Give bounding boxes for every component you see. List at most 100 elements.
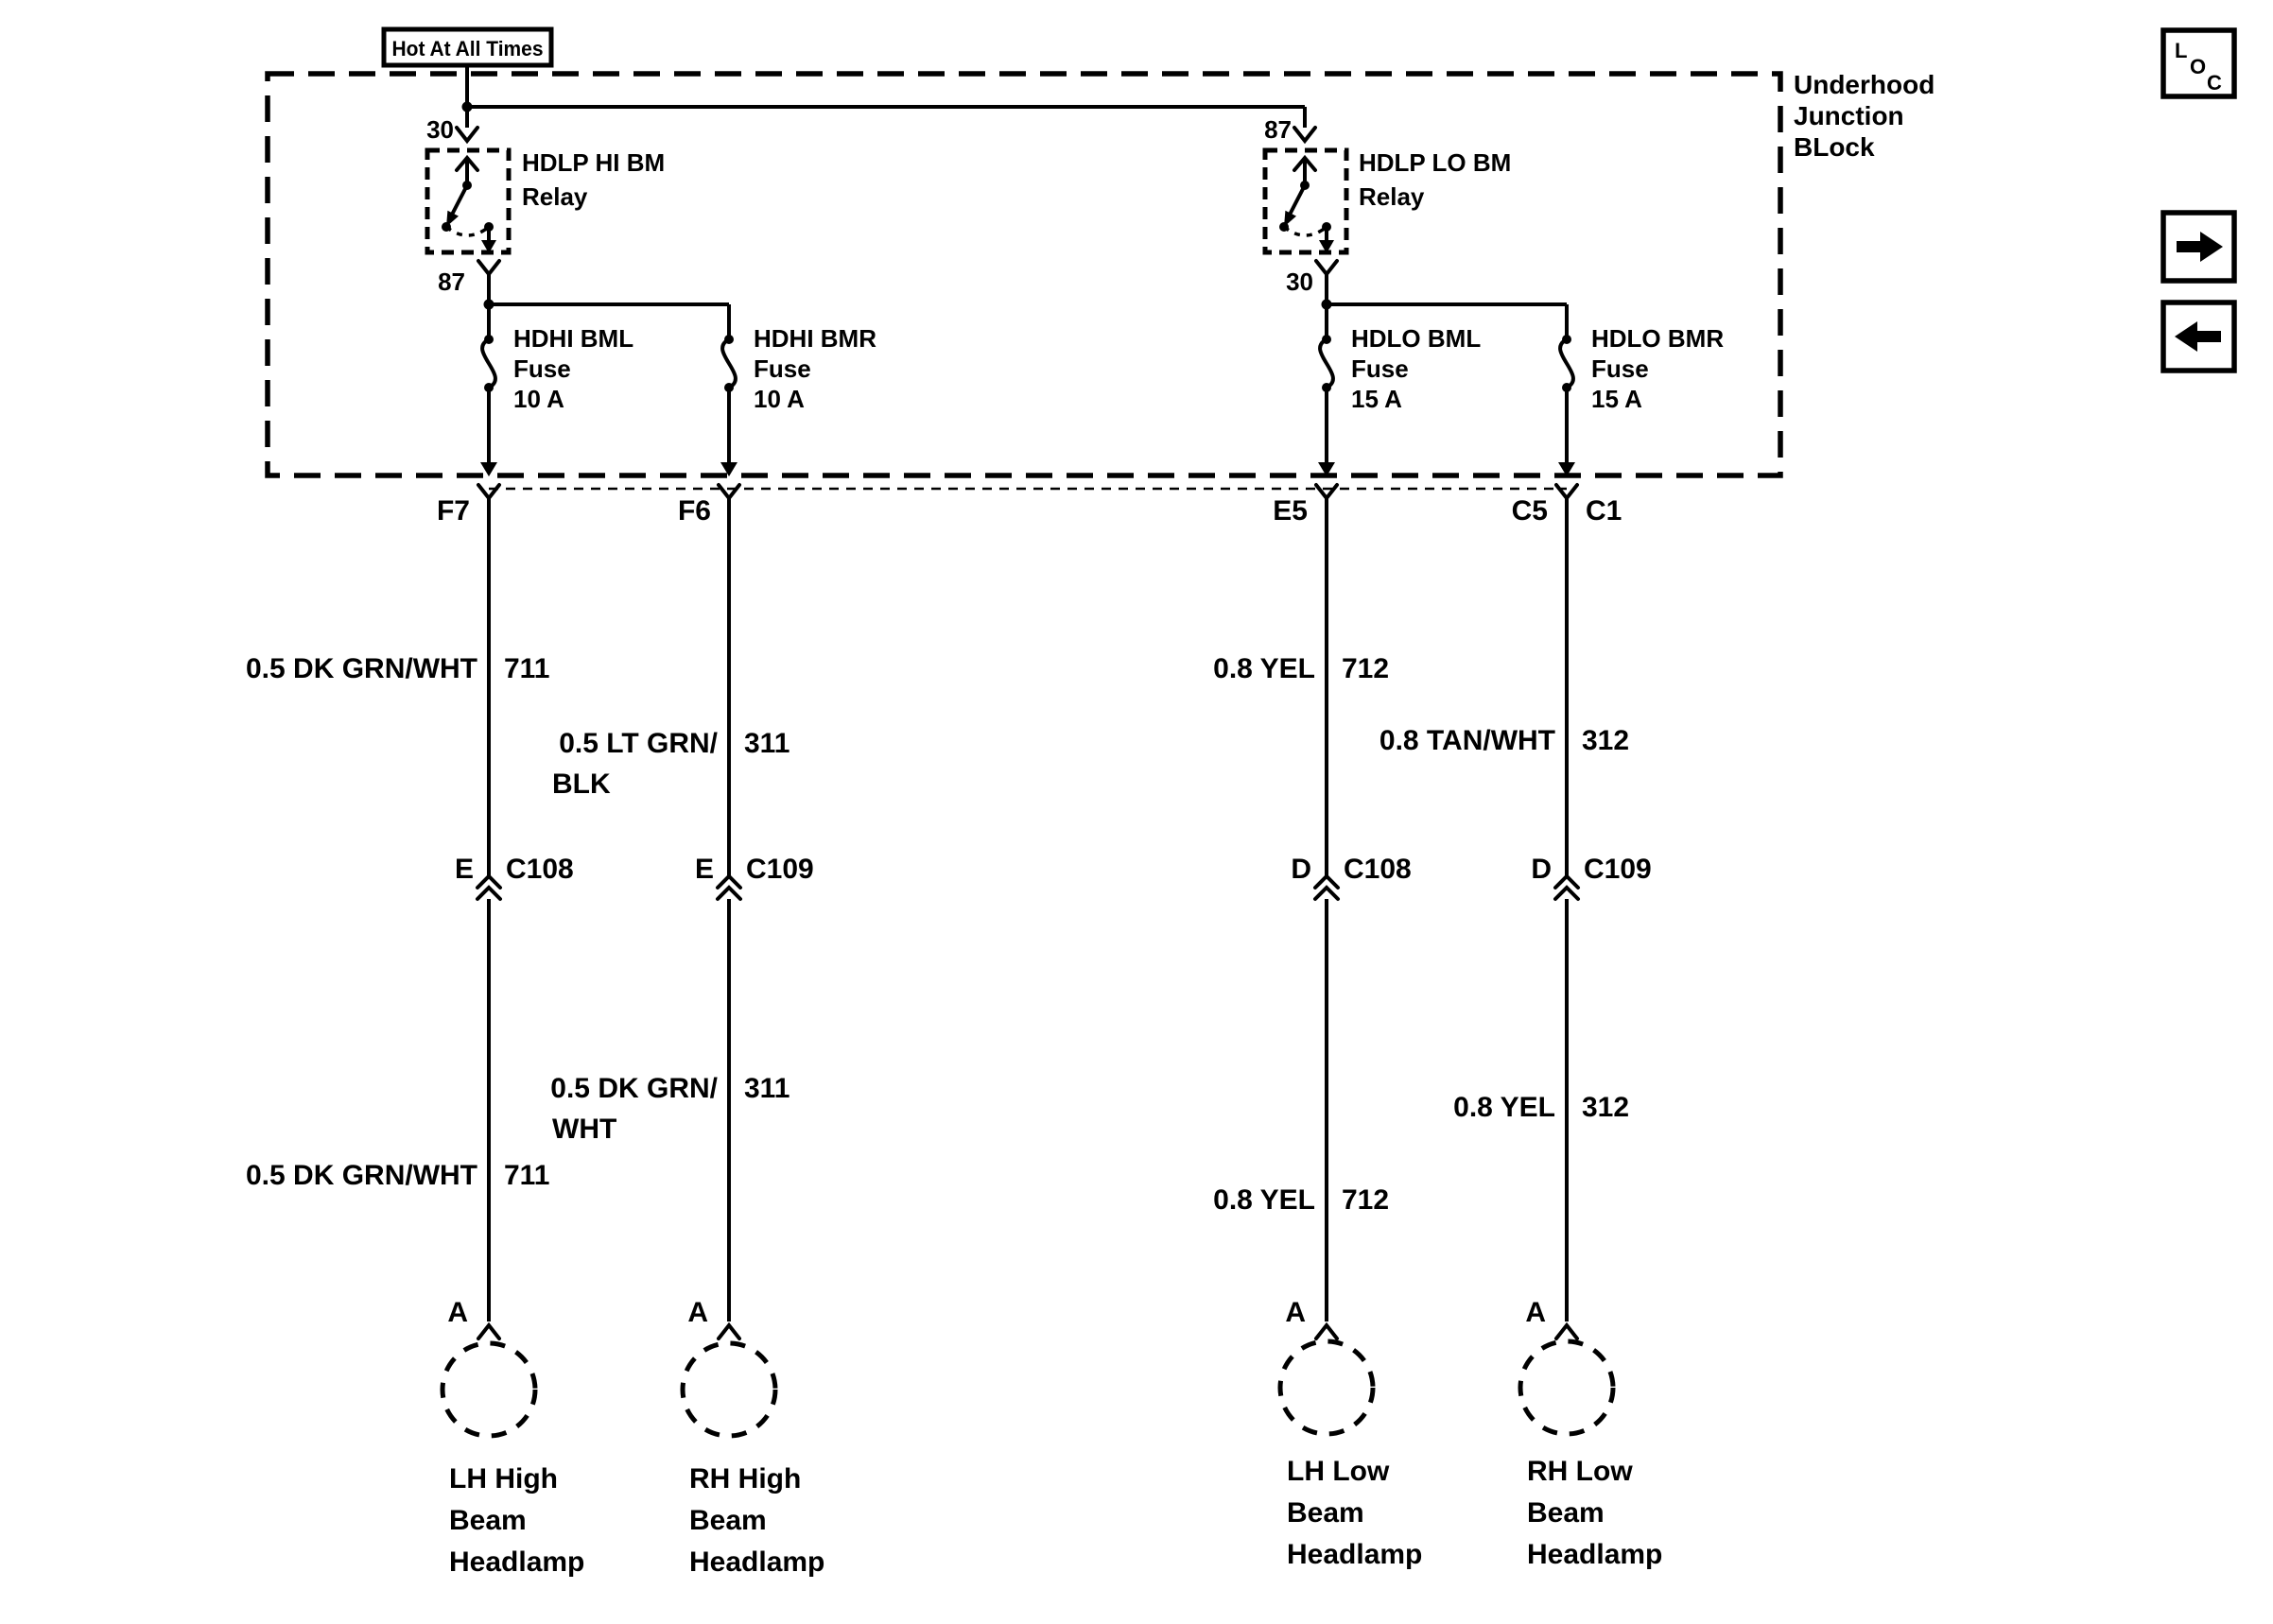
- block-exit-arrow: [1558, 462, 1575, 476]
- lamp-rh-high-beam: A RH High Beam Headlamp: [680, 1297, 824, 1578]
- fuse1-rating: 10 A: [513, 385, 564, 413]
- lamp-rh-low-beam: A RH Low Beam Headlamp: [1518, 1297, 1662, 1570]
- loc-letter-o: O: [2190, 55, 2206, 78]
- lamp-connector-chevron: [1554, 1322, 1579, 1340]
- fuse-hdhi-bml: HDHI BML Fuse 10 A: [480, 324, 633, 476]
- nav-forward-button[interactable]: [2160, 210, 2237, 284]
- block-pin-c1: C1: [1586, 495, 1622, 527]
- block-pin-c5: C5: [1512, 495, 1548, 527]
- fuse-hdlo-bml: HDLO BML Fuse 15 A: [1318, 324, 1481, 476]
- lamp-symbol: [1518, 1339, 1616, 1437]
- lamp-name-1: LH Low: [1287, 1456, 1390, 1487]
- lamp-pin: A: [687, 1297, 708, 1328]
- loc-button[interactable]: L O C: [2160, 27, 2237, 99]
- wire-circuit: 311: [744, 728, 789, 759]
- fuse2-name: HDHI BMR: [754, 324, 876, 353]
- relay2-up-arrow-head: [1293, 154, 1317, 172]
- connector-e-c108: E C108: [455, 854, 574, 901]
- junction-dot: [1321, 299, 1332, 310]
- loc-letter-c: C: [2207, 71, 2222, 95]
- fuse4-kind: Fuse: [1591, 354, 1649, 383]
- connector-pin: D: [1531, 854, 1552, 885]
- block-pin-e5: E5: [1273, 495, 1308, 527]
- wire-circuit: 712: [1342, 653, 1389, 684]
- relay1-pin-top-label: 30: [426, 115, 454, 144]
- connector-pin: D: [1291, 854, 1311, 885]
- lamp-name-1: RH Low: [1527, 1456, 1633, 1487]
- connector-id: C109: [746, 854, 814, 885]
- connector-id: C109: [1584, 854, 1652, 885]
- pin-exit-chevron: [477, 259, 501, 278]
- fuse-element: [480, 337, 497, 389]
- upper-harness-wires: [487, 498, 1569, 876]
- lamp-connector-chevron: [1314, 1322, 1339, 1340]
- relay2-pin-bottom-label: 30: [1286, 268, 1313, 296]
- relay-hdlp-lo-bm: 87 HDLP LO BM Relay 30: [1262, 115, 1511, 296]
- connector-pin: E: [695, 854, 714, 885]
- lamp-name-3: Headlamp: [1527, 1539, 1662, 1570]
- junction-block-outline: [265, 71, 1783, 478]
- wire-circuit: 311: [744, 1073, 789, 1104]
- lamp-name-1: RH High: [689, 1463, 801, 1494]
- nav-back-button[interactable]: [2160, 300, 2237, 373]
- relay1-contact-arc: [444, 225, 491, 237]
- lamp-pin: A: [1525, 1297, 1546, 1328]
- upper-wire-labels: 0.5 DK GRN/WHT 711 0.5 LT GRN/ BLK 311 0…: [246, 653, 1629, 800]
- junction-block-name-3: BLock: [1794, 132, 1875, 162]
- wire-spec: 0.5 LT GRN/: [559, 728, 718, 759]
- wire-spec: WHT: [552, 1114, 616, 1145]
- lamp-name-3: Headlamp: [689, 1546, 824, 1578]
- lamp-symbol: [1277, 1339, 1376, 1437]
- lamp-symbol: [680, 1340, 778, 1439]
- fuse3-rating: 15 A: [1351, 385, 1402, 413]
- connector-d-c109: D C109: [1531, 854, 1652, 901]
- lamp-lh-high-beam: A LH High Beam Headlamp: [440, 1297, 584, 1578]
- connector-d-c108: D C108: [1291, 854, 1412, 901]
- wire-spec: 0.8 YEL: [1213, 653, 1315, 684]
- lamp-name-1: LH High: [449, 1463, 558, 1494]
- relay2-armature-arrow: [1284, 210, 1296, 227]
- fuse2-rating: 10 A: [754, 385, 805, 413]
- fuse4-name: HDLO BMR: [1591, 324, 1724, 353]
- fuse4-rating: 15 A: [1591, 385, 1642, 413]
- arrow-left-icon: [2175, 321, 2221, 352]
- relay1-pin-bottom-label: 87: [438, 268, 465, 296]
- relay-output-branches: [483, 274, 1569, 339]
- block-pin-f6: F6: [678, 495, 711, 527]
- junction-dot: [461, 101, 473, 112]
- fuse-element: [1318, 337, 1335, 389]
- relay1-down-arrow: [481, 240, 496, 253]
- lower-wire-labels: 0.5 DK GRN/ WHT 311 0.5 DK GRN/WHT 711 0…: [246, 1073, 1629, 1216]
- block-pin-f7: F7: [437, 495, 470, 527]
- relay1-outline: [425, 147, 512, 255]
- loc-letter-l: L: [2175, 39, 2187, 62]
- relay1-type: Relay: [522, 182, 588, 211]
- relay1-up-arrow-head: [455, 154, 479, 172]
- connector-id: C108: [506, 854, 574, 885]
- lamp-lh-low-beam: A LH Low Beam Headlamp: [1277, 1297, 1422, 1570]
- power-label-text: Hot At All Times: [392, 37, 544, 60]
- relay2-down-arrow: [1319, 240, 1334, 253]
- wire-spec: 0.8 YEL: [1213, 1184, 1315, 1216]
- wire-spec: 0.5 DK GRN/WHT: [246, 653, 477, 684]
- fuse-hdlo-bmr: HDLO BMR Fuse 15 A: [1558, 324, 1724, 476]
- power-bus-wires: [461, 65, 1307, 128]
- relay1-name: HDLP HI BM: [522, 148, 665, 177]
- pin-entry-chevron: [455, 126, 479, 145]
- relay2-type: Relay: [1359, 182, 1425, 211]
- relay2-pin-top-label: 87: [1264, 115, 1292, 144]
- relay1-armature-arrow: [446, 210, 459, 227]
- junction-dot: [483, 299, 495, 310]
- junction-block-name-1: Underhood: [1794, 70, 1935, 99]
- wire-spec: 0.5 DK GRN/: [550, 1073, 718, 1104]
- connector-id: C108: [1344, 854, 1412, 885]
- lamp-pin: A: [447, 1297, 468, 1328]
- loc-button-box[interactable]: [2160, 27, 2237, 99]
- block-exit-arrow: [480, 462, 497, 476]
- lamp-connector-chevron: [717, 1322, 741, 1340]
- lamp-name-2: Beam: [689, 1505, 767, 1536]
- wire-circuit: 712: [1342, 1184, 1389, 1216]
- block-exit-arrow: [1318, 462, 1335, 476]
